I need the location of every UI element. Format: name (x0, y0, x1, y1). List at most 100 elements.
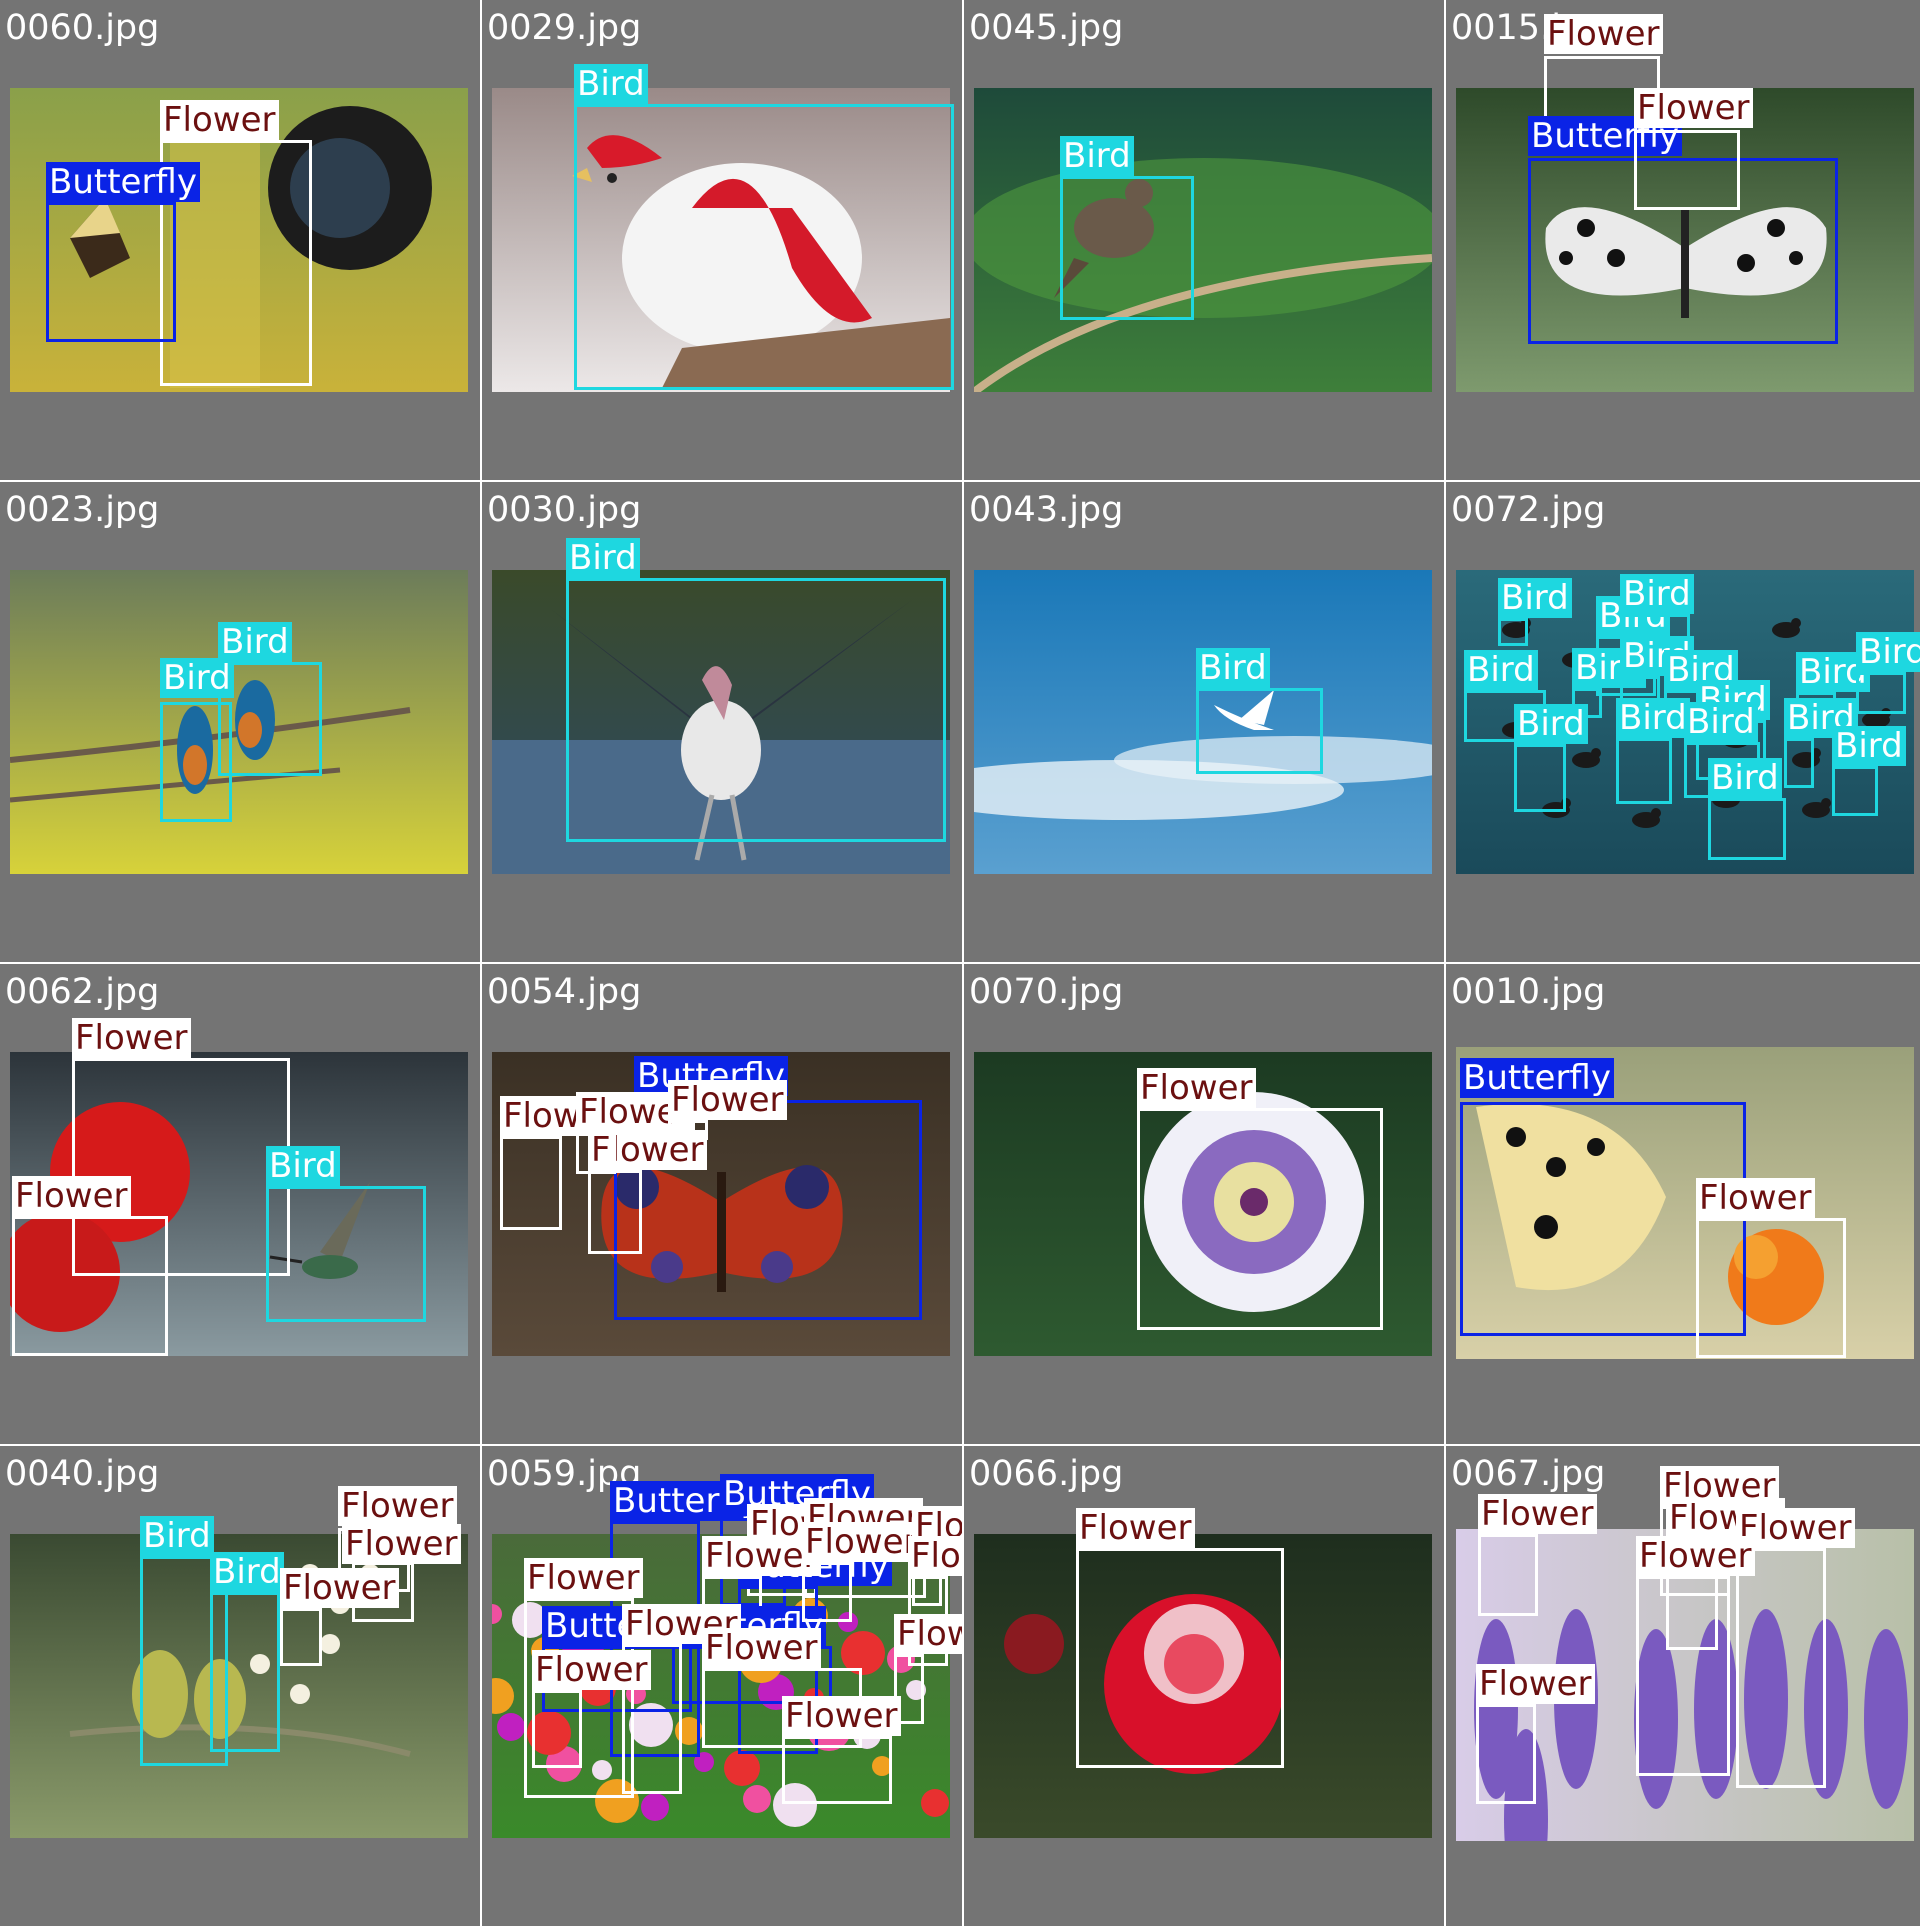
bird-label: Bird (266, 1146, 340, 1186)
flower-label: Flower (1696, 1178, 1815, 1218)
bird-label: Bird (210, 1552, 284, 1592)
mosaic-tile: 0060.jpg Flower Butterfly (0, 0, 480, 480)
flower-bounding-box (524, 1598, 634, 1798)
tile-filename: 0062.jpg (5, 972, 160, 1012)
flower-label: Flower (1736, 1508, 1855, 1548)
butterfly-bounding-box (1528, 158, 1838, 344)
flower-bounding-box (802, 1562, 852, 1622)
tile-photo (492, 88, 950, 392)
flower-label: Flower (894, 1614, 962, 1654)
mosaic-tile: 0066.jpg Flower (964, 1446, 1444, 1926)
flower-bounding-box (1736, 1548, 1826, 1788)
flower-label: Flower (702, 1628, 821, 1668)
flower-label: Flower (1634, 88, 1753, 128)
flower-label: Flower (12, 1176, 131, 1216)
bird-label: Bird (1684, 702, 1758, 742)
mosaic-tile: 0045.jpg Bird (964, 0, 1444, 480)
bird-bounding-box (1514, 744, 1566, 812)
flower-bounding-box (12, 1216, 168, 1356)
mosaic-tile: 0015.jpg Flower Butterfly Flower (1446, 0, 1920, 480)
butterfly-label: Butterfly (1528, 116, 1682, 156)
bird-label: Bird (160, 658, 234, 698)
tile-filename: 0054.jpg (487, 972, 642, 1012)
tile-filename: 0029.jpg (487, 8, 642, 48)
bird-label: Bird (1856, 632, 1920, 672)
tile-photo (974, 88, 1432, 392)
flower-label: Flower (702, 1536, 821, 1576)
flower-label: Flower (782, 1696, 901, 1736)
butterfly-label: Butterfly (1460, 1058, 1614, 1098)
bird-label: Bird (218, 622, 292, 662)
flower-bounding-box (668, 1120, 708, 1140)
flower-bounding-box (1476, 1704, 1536, 1804)
flower-label: Flower (280, 1568, 399, 1608)
tile-filename: 0010.jpg (1451, 972, 1606, 1012)
bird-label: Bird (1514, 704, 1588, 744)
flower-label: Flower (668, 1080, 787, 1120)
mosaic-tile: 0067.jpg Flower Flower Flower Flower Flower Fl… (1446, 1446, 1920, 1926)
bird-bounding-box (140, 1556, 228, 1766)
mosaic-tile: 0070.jpg Flower (964, 964, 1444, 1444)
bird-bounding-box (210, 1592, 280, 1752)
bird-bounding-box (1196, 688, 1323, 774)
flower-label: Flower (524, 1558, 643, 1598)
mosaic-tile: 0023.jpg Bird Bird (0, 482, 480, 962)
flower-label: Flower (1478, 1494, 1597, 1534)
bird-label: Bird (566, 538, 640, 578)
mosaic-tile: 0043.jpg Bird (964, 482, 1444, 962)
bird-bounding-box (160, 702, 232, 822)
tile-filename: 0072.jpg (1451, 490, 1606, 530)
tile-filename: 0045.jpg (969, 8, 1124, 48)
tile-photo (1456, 1047, 1914, 1359)
tile-photo (974, 1534, 1432, 1838)
mosaic-tile: 0054.jpg Butterfly Flower Flower Flower Flow… (482, 964, 962, 1444)
flower-bounding-box (1636, 1576, 1730, 1776)
tile-filename: 0070.jpg (969, 972, 1124, 1012)
flower-bounding-box (280, 1608, 322, 1666)
flower-bounding-box (622, 1644, 682, 1794)
flower-label: Flower (1544, 14, 1663, 54)
flower-bounding-box (1137, 1108, 1383, 1330)
flower-bounding-box (1076, 1548, 1284, 1768)
bird-bounding-box (266, 1186, 426, 1322)
bird-bounding-box (1832, 766, 1878, 816)
flower-label: Flower (342, 1524, 461, 1564)
flower-label: Flower (1076, 1508, 1195, 1548)
bird-label: Bird (1464, 650, 1538, 690)
bird-label: Bird (1498, 578, 1572, 618)
flower-bounding-box (1696, 1218, 1846, 1358)
bird-bounding-box (218, 662, 322, 776)
tile-filename: 0023.jpg (5, 490, 160, 530)
flower-bounding-box (894, 1654, 924, 1724)
bird-bounding-box (1616, 738, 1672, 804)
bird-bounding-box (1784, 738, 1814, 788)
bird-bounding-box (1708, 798, 1786, 860)
tile-filename: 0066.jpg (969, 1454, 1124, 1494)
flower-label: Flower (908, 1536, 962, 1576)
tile-photo (974, 570, 1432, 874)
butterfly-bounding-box (46, 202, 176, 342)
flower-bounding-box (500, 1136, 562, 1230)
tile-filename: 0030.jpg (487, 490, 642, 530)
tile-filename: 0060.jpg (5, 8, 160, 48)
mosaic-tile: 0030.jpg Bird (482, 482, 962, 962)
bird-label: Bird (1832, 726, 1906, 766)
bird-label: Bird (1708, 758, 1782, 798)
flower-label: Flower (588, 1130, 707, 1170)
flower-label: Flower (1137, 1068, 1256, 1108)
mosaic-tile: 0062.jpg Flower Bird Flower (0, 964, 480, 1444)
mosaic-tile: 0059.jpg Butterfly Butterfly Flower Flower Fl… (482, 1446, 962, 1926)
flower-bounding-box (1478, 1534, 1538, 1616)
bird-bounding-box (1498, 618, 1528, 646)
flower-bounding-box (782, 1736, 892, 1804)
mosaic-tile: 0072.jpg Bird Bird Bird Bird Bird Bird Bird Bird… (1446, 482, 1920, 962)
flower-bounding-box (1634, 130, 1740, 210)
bird-label: Bird (1784, 698, 1858, 738)
tile-filename: 0043.jpg (969, 490, 1124, 530)
bird-label: Bird (140, 1516, 214, 1556)
tile-photo (10, 570, 468, 874)
tile-filename: 0067.jpg (1451, 1454, 1606, 1494)
bird-label: Bird (1620, 574, 1694, 614)
flower-label: Flower (72, 1018, 191, 1058)
